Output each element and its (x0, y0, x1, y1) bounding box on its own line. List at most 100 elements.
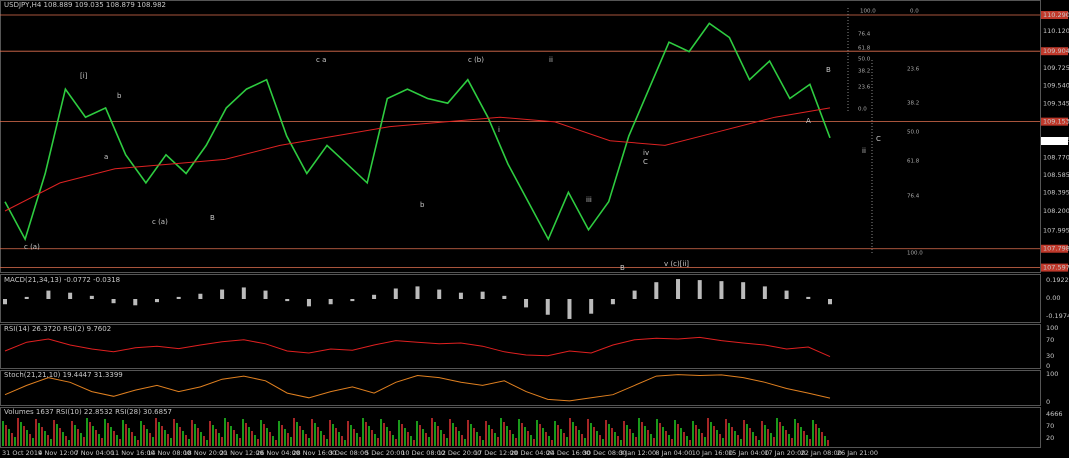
time-label: 4 Nov 12:00 (38, 449, 78, 457)
fib-label: 38.2 (858, 69, 870, 75)
axis-label: 30 (1046, 352, 1054, 360)
time-label: 7 Nov 04:00 (75, 449, 115, 457)
ma-line (4, 107, 831, 212)
wave-label: B (826, 66, 831, 74)
macd-bar (458, 292, 463, 299)
macd-bar (285, 299, 290, 302)
axis-label: 4666 (1046, 410, 1063, 418)
macd-bar (328, 299, 333, 305)
macd-bar (306, 299, 311, 307)
time-label: 3 Jan 12:00 (619, 449, 656, 457)
macd-bar (610, 299, 615, 305)
price-label: 110.290 (1043, 11, 1069, 19)
time-label: 26 Jan 21:00 (837, 449, 878, 457)
fib-label: 100.0 (860, 9, 876, 15)
price-label: 109.540 (1043, 81, 1069, 89)
axis-label: 20 (1046, 434, 1054, 442)
wave-label: b (420, 201, 425, 209)
macd-bar (545, 299, 550, 315)
fib-label: 0.0 (858, 107, 867, 113)
macd-bar (154, 299, 159, 303)
fib-label: 0.0 (910, 9, 919, 15)
time-label: 22 Jan 08:00 (801, 449, 842, 457)
macd-bar (46, 290, 51, 299)
price-label-bg (1041, 47, 1068, 56)
wave-label: c (b) (468, 56, 484, 64)
macd-bar (654, 282, 659, 299)
price-label: 107.798 (1043, 245, 1069, 253)
axis-label: -0.1974 (1046, 312, 1069, 320)
wave-label: C (876, 135, 881, 143)
axis-label: 70 (1046, 336, 1054, 344)
fib-label: 76.4 (907, 194, 920, 200)
macd-bar (415, 286, 420, 299)
macd-bar (697, 280, 702, 299)
wave-label: iii (586, 196, 592, 204)
macd-bar (502, 295, 507, 299)
macd-bar (567, 299, 572, 319)
fib-label: 50.0 (858, 57, 871, 63)
wave-label: a (104, 153, 108, 161)
wave-label: B (620, 264, 625, 272)
rsi-label: RSI(14) 26.3720 RSI(2) 9.7602 (4, 325, 111, 333)
current-price-box (1041, 137, 1068, 145)
macd-bar (24, 296, 29, 299)
price-label: 109.153 (1043, 118, 1069, 126)
price-label: 107.995 (1043, 226, 1069, 234)
macd-bar (198, 293, 203, 299)
time-label: 10 Dec 08:00 (401, 449, 445, 457)
macd-bar (437, 289, 442, 299)
macd-bar (133, 299, 138, 306)
macd-bar (176, 296, 181, 299)
macd-bar (806, 296, 811, 299)
fib-label: 100.0 (907, 251, 923, 257)
wave-label: c (a) (152, 218, 168, 226)
macd-bar (372, 294, 377, 299)
macd-bar (719, 281, 724, 299)
fib-label: 50.0 (907, 130, 920, 136)
time-label: 30 Dec 08:00 (583, 449, 627, 457)
volume-label: Volumes 1637 RSI(10) 22.8532 RSI(28) 30.… (4, 408, 172, 416)
wave-label: ii (862, 147, 866, 155)
time-label: 11 Nov 16:00 (111, 449, 155, 457)
axis-label: 0 (1046, 398, 1050, 406)
time-label: 5 Dec 20:00 (365, 449, 405, 457)
macd-bar (589, 299, 594, 314)
macd-bar (3, 299, 7, 305)
time-label: 12 Dec 20:00 (438, 449, 482, 457)
macd-bar (263, 290, 268, 299)
price-label: 109.904 (1043, 47, 1069, 55)
macd-bar (828, 299, 832, 305)
wave-label: ii (549, 56, 553, 64)
macd-bar (632, 290, 637, 299)
axis-label: 100 (1046, 370, 1058, 378)
axis-label: 0 (1046, 362, 1050, 370)
fib-label: 61.8 (858, 46, 871, 52)
axis-label: 70 (1046, 422, 1054, 430)
price-label: 108.200 (1043, 207, 1069, 215)
fib-label: 61.8 (907, 159, 920, 165)
macd-bar (393, 288, 398, 299)
wave-label: A (806, 117, 811, 125)
time-label: 8 Jan 04:00 (655, 449, 692, 457)
macd-bar (480, 291, 485, 299)
stoch-line (4, 374, 831, 402)
time-label: 18 Nov 20:00 (184, 449, 228, 457)
wave-label: v (c)[ii] (664, 260, 689, 268)
stoch-label: Stoch(21,21,10) 19.4447 31.3399 (4, 371, 123, 379)
wave-label: b (117, 92, 122, 100)
price-label-bg (1041, 244, 1068, 253)
macd-bar (741, 282, 746, 299)
fib-label: 38.2 (907, 101, 919, 107)
macd-bar (89, 295, 94, 299)
wave-label: C (643, 158, 648, 166)
time-label: 3 Dec 08:00 (329, 449, 369, 457)
time-label: 17 Dec 12:00 (474, 449, 518, 457)
panel-borders (0, 0, 1041, 448)
symbol-info: USDJPY,H4 108.889 109.035 108.879 108.98… (4, 1, 166, 9)
macd-bar (350, 299, 355, 302)
axis-label: 0.1922 (1046, 276, 1069, 284)
time-label: 24 Dec 16:00 (547, 449, 591, 457)
